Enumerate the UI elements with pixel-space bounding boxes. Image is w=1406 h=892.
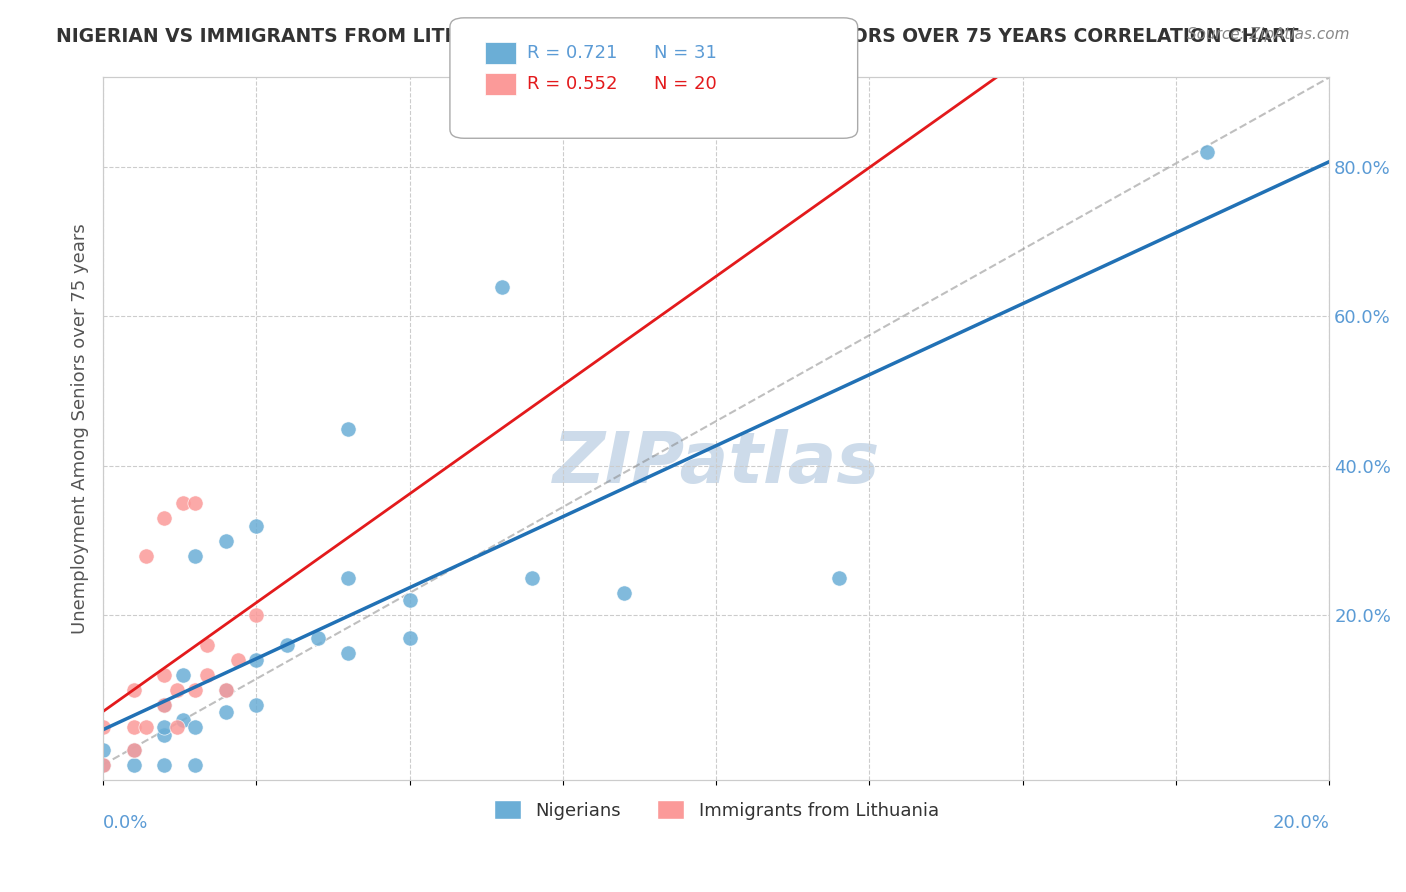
Point [398,593,420,607]
Point [337,421,360,435]
Point [276,638,298,652]
Point [122,683,145,698]
Point [153,757,176,772]
Point [245,518,267,533]
Point [166,720,188,734]
Point [184,549,207,563]
Point [122,757,145,772]
Point [172,668,194,682]
Point [122,743,145,757]
Text: 20.0%: 20.0% [1272,814,1329,832]
Point [195,638,218,652]
Text: R = 0.721: R = 0.721 [527,44,617,62]
Point [522,571,544,585]
Point [91,743,114,757]
Point [166,683,188,698]
Text: N = 31: N = 31 [654,44,717,62]
Point [172,713,194,727]
Text: Source: ZipAtlas.com: Source: ZipAtlas.com [1187,27,1350,42]
Point [828,571,851,585]
Point [398,631,420,645]
Point [153,511,176,525]
Point [153,720,176,734]
Y-axis label: Unemployment Among Seniors over 75 years: Unemployment Among Seniors over 75 years [72,223,89,634]
Point [215,706,238,720]
Point [245,698,267,712]
Point [91,720,114,734]
Point [122,743,145,757]
Point [613,586,636,600]
Point [215,683,238,698]
Point [184,496,207,510]
Point [337,571,360,585]
Point [91,757,114,772]
Text: 0.0%: 0.0% [103,814,149,832]
Text: R = 0.552: R = 0.552 [527,75,617,93]
Point [172,496,194,510]
Point [215,683,238,698]
Text: N = 20: N = 20 [654,75,717,93]
Point [245,653,267,667]
Point [153,668,176,682]
Point [153,698,176,712]
Point [245,608,267,623]
Point [307,631,329,645]
Point [91,757,114,772]
Point [491,279,513,293]
Point [184,683,207,698]
Text: ZIPatlas: ZIPatlas [553,429,880,498]
Point [135,549,157,563]
Point [184,720,207,734]
Point [184,757,207,772]
Point [215,533,238,548]
Legend: Nigerians, Immigrants from Lithuania: Nigerians, Immigrants from Lithuania [486,793,946,827]
Point [153,698,176,712]
Point [1195,145,1218,160]
Point [195,668,218,682]
Point [226,653,249,667]
Point [135,720,157,734]
Point [122,720,145,734]
Text: NIGERIAN VS IMMIGRANTS FROM LITHUANIA UNEMPLOYMENT AMONG SENIORS OVER 75 YEARS C: NIGERIAN VS IMMIGRANTS FROM LITHUANIA UN… [56,27,1299,45]
Point [337,646,360,660]
Point [153,728,176,742]
